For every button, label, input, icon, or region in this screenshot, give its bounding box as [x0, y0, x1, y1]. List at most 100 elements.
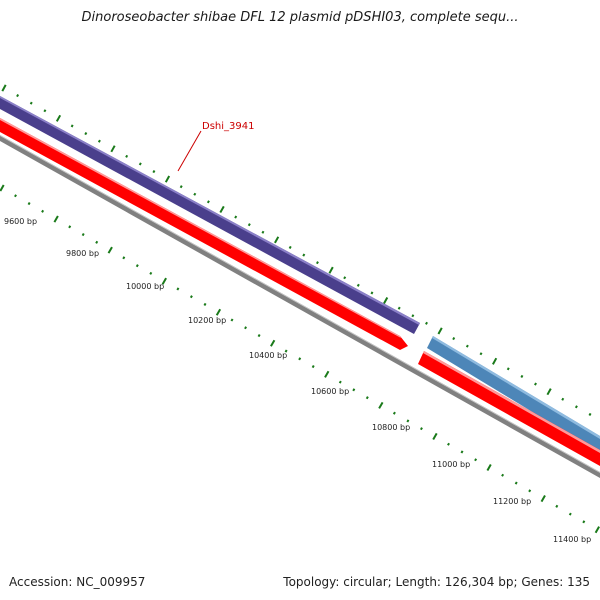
- outer-tick-mark: [97, 139, 101, 143]
- position-label: 10400 bp: [249, 351, 287, 360]
- accession-text: Accession: NC_009957: [9, 575, 146, 589]
- gene-dshi-3941[interactable]: [0, 96, 420, 334]
- inner-tick-mark: [486, 464, 492, 471]
- backbone-line: [0, 135, 600, 478]
- gene-label-leader: [177, 130, 202, 172]
- inner-tick-mark: [432, 432, 438, 440]
- inner-tick-mark: [244, 326, 247, 330]
- outer-tick-mark: [356, 283, 360, 287]
- inner-tick-mark: [135, 264, 139, 268]
- position-label: 10600 bp: [311, 387, 349, 396]
- inner-tick-mark: [203, 302, 207, 306]
- outer-tick-mark: [465, 344, 469, 348]
- inner-tick-mark: [0, 184, 5, 192]
- backbone-highlight: [0, 135, 600, 473]
- inner-tick-mark: [270, 339, 276, 347]
- inner-tick-track: [0, 184, 600, 534]
- inner-tick-mark: [53, 215, 59, 223]
- outer-tick-mark: [219, 205, 225, 213]
- outer-tick-mark: [70, 124, 74, 128]
- position-label: 9800 bp: [66, 249, 99, 258]
- inner-tick-mark: [161, 277, 167, 285]
- cds-right[interactable]: [418, 351, 600, 466]
- inner-tick-mark: [460, 450, 464, 454]
- outer-tick-mark: [328, 266, 334, 274]
- position-label: 10000 bp: [126, 282, 164, 291]
- cds-left-highlight: [0, 118, 401, 338]
- outer-tick-mark: [247, 223, 251, 227]
- inner-tick-mark: [420, 427, 423, 431]
- inner-tick-mark: [189, 295, 193, 299]
- cds-right-highlight: [423, 351, 600, 453]
- position-label: 10200 bp: [188, 316, 226, 325]
- position-label: 10800 bp: [372, 423, 410, 432]
- inner-tick-mark: [352, 388, 356, 392]
- inner-tick-mark: [149, 271, 153, 275]
- outer-tick-mark: [411, 314, 415, 318]
- outer-tick-mark: [520, 374, 524, 378]
- inner-tick-mark: [107, 246, 113, 254]
- outer-tick-mark: [561, 397, 565, 401]
- inner-tick-mark: [95, 240, 99, 244]
- outer-tick-mark: [437, 327, 443, 335]
- inner-tick-mark: [284, 349, 288, 353]
- inner-tick-mark: [378, 401, 384, 409]
- gene-label-dshi-3941[interactable]: Dshi_3941: [202, 121, 254, 132]
- outer-tick-mark: [193, 192, 197, 196]
- inner-tick-mark: [311, 365, 315, 369]
- outer-tick-mark: [261, 230, 265, 234]
- outer-tick-mark: [110, 145, 116, 153]
- inner-tick-mark: [501, 473, 505, 477]
- inner-tick-mark: [582, 520, 586, 524]
- outer-tick-track: [1, 84, 592, 416]
- inner-tick-mark: [68, 225, 72, 229]
- outer-tick-mark: [574, 405, 578, 409]
- outer-tick-mark: [506, 367, 510, 371]
- outer-tick-mark: [43, 109, 47, 113]
- outer-tick-mark: [164, 175, 171, 183]
- position-label: 9600 bp: [4, 217, 37, 226]
- outer-tick-mark: [492, 357, 498, 365]
- inner-tick-mark: [257, 334, 261, 338]
- outer-tick-mark: [16, 94, 20, 98]
- inner-tick-mark: [365, 396, 369, 400]
- outer-tick-mark: [302, 253, 306, 257]
- gene-dshi-3941-highlight: [0, 96, 420, 325]
- outer-tick-mark: [84, 132, 88, 136]
- map-title: Dinoroseobacter shibae DFL 12 plasmid pD…: [81, 10, 519, 25]
- inner-tick-mark: [27, 202, 31, 206]
- inner-tick-mark: [324, 370, 330, 378]
- outer-tick-mark: [425, 321, 428, 325]
- inner-tick-mark: [447, 442, 450, 446]
- outer-tick-mark: [152, 170, 156, 174]
- outer-tick-mark: [588, 412, 592, 416]
- inner-tick-mark: [298, 357, 302, 361]
- inner-tick-mark: [215, 308, 222, 316]
- position-label: 11000 bp: [432, 460, 470, 469]
- outer-tick-mark: [546, 388, 552, 396]
- outer-tick-mark: [383, 297, 389, 305]
- inner-tick-mark: [594, 526, 600, 534]
- outer-tick-mark: [234, 215, 238, 219]
- cds-left[interactable]: [0, 118, 408, 350]
- inner-tick-mark: [176, 287, 180, 291]
- inner-tick-mark: [392, 411, 396, 415]
- outer-tick-mark: [370, 291, 374, 295]
- inner-tick-mark: [14, 194, 17, 198]
- outer-tick-mark: [125, 154, 129, 158]
- outer-tick-mark: [138, 162, 142, 166]
- inner-tick-mark: [81, 233, 85, 237]
- outer-tick-mark: [343, 276, 347, 280]
- outer-tick-mark: [29, 101, 33, 105]
- inner-tick-mark: [555, 504, 559, 508]
- inner-tick-mark: [122, 256, 126, 260]
- outer-tick-mark: [274, 236, 280, 244]
- inner-tick-mark: [41, 209, 45, 213]
- inner-tick-mark: [230, 318, 234, 322]
- inner-tick-mark: [474, 458, 478, 462]
- inner-tick-mark: [514, 481, 518, 485]
- outer-tick-mark: [55, 114, 62, 122]
- gene-blue[interactable]: [427, 336, 600, 453]
- outer-tick-mark: [1, 84, 7, 92]
